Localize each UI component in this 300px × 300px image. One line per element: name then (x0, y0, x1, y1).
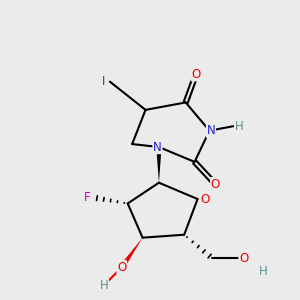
Text: N: N (153, 140, 162, 154)
Text: H: H (259, 266, 267, 278)
Text: N: N (207, 124, 215, 137)
Polygon shape (156, 147, 162, 183)
Text: O: O (211, 178, 220, 191)
Text: I: I (102, 75, 106, 88)
Text: H: H (100, 279, 108, 292)
Text: O: O (191, 68, 201, 81)
Text: F: F (84, 191, 90, 204)
Text: O: O (117, 261, 126, 274)
Text: O: O (200, 193, 210, 206)
Text: O: O (239, 252, 248, 265)
Polygon shape (120, 238, 142, 269)
Text: H: H (235, 120, 244, 133)
